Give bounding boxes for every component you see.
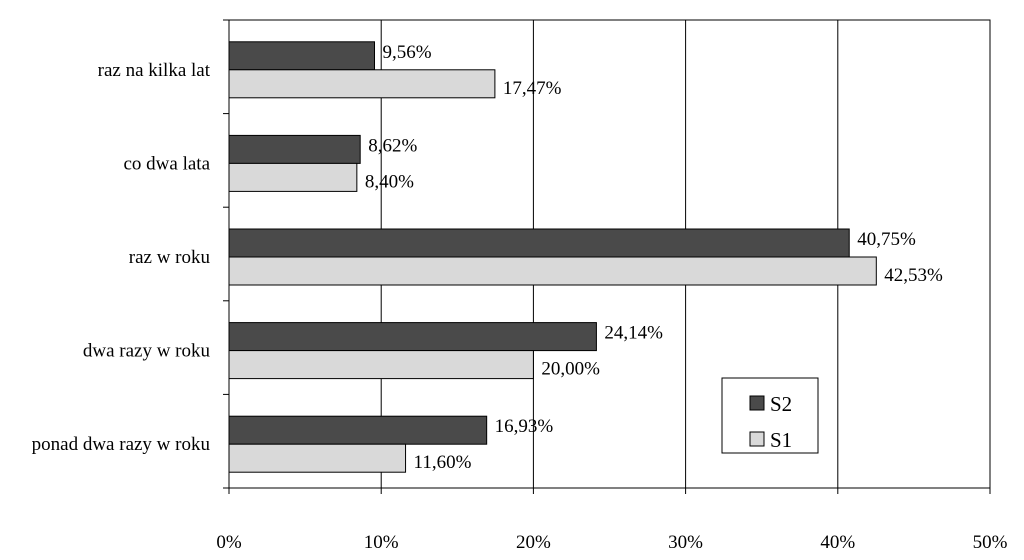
bar-s1 bbox=[228, 256, 877, 286]
legend-swatch-s2 bbox=[749, 395, 765, 411]
data-label-s1: 17,47% bbox=[503, 78, 562, 99]
x-tick-label: 30% bbox=[668, 532, 703, 553]
legend-label-s1: S1 bbox=[770, 428, 792, 452]
category-label: raz w roku bbox=[129, 247, 211, 268]
data-label-s2: 40,75% bbox=[857, 229, 916, 250]
x-tick-label: 50% bbox=[973, 532, 1008, 553]
bar-s1 bbox=[228, 350, 534, 380]
x-tick-label: 0% bbox=[216, 532, 242, 553]
data-label-s2: 8,62% bbox=[368, 135, 417, 156]
bar-s1 bbox=[228, 443, 407, 473]
category-label: ponad dwa razy w roku bbox=[32, 434, 211, 455]
bar-s1 bbox=[228, 162, 358, 192]
bar-s2 bbox=[228, 134, 361, 164]
legend-label-s2: S2 bbox=[770, 392, 792, 416]
category-label: co dwa lata bbox=[123, 153, 210, 174]
legend-swatch-s1 bbox=[749, 431, 765, 447]
bar-s2 bbox=[228, 41, 376, 71]
bar-s2 bbox=[228, 228, 850, 258]
data-label-s1: 8,40% bbox=[365, 171, 414, 192]
data-label-s2: 16,93% bbox=[495, 416, 554, 437]
category-label: dwa razy w roku bbox=[83, 341, 211, 362]
legend bbox=[721, 377, 819, 454]
bar-s2 bbox=[228, 322, 597, 352]
x-tick-label: 20% bbox=[516, 532, 551, 553]
data-label-s1: 42,53% bbox=[884, 265, 943, 286]
x-tick-label: 10% bbox=[364, 532, 399, 553]
data-label-s2: 24,14% bbox=[604, 323, 663, 344]
data-label-s1: 11,60% bbox=[414, 452, 472, 473]
x-tick-label: 40% bbox=[820, 532, 855, 553]
bar-s1 bbox=[228, 69, 496, 99]
bar-s2 bbox=[228, 415, 488, 445]
data-label-s2: 9,56% bbox=[383, 42, 432, 63]
category-label: raz na kilka lat bbox=[98, 60, 211, 81]
data-label-s1: 20,00% bbox=[541, 359, 600, 380]
